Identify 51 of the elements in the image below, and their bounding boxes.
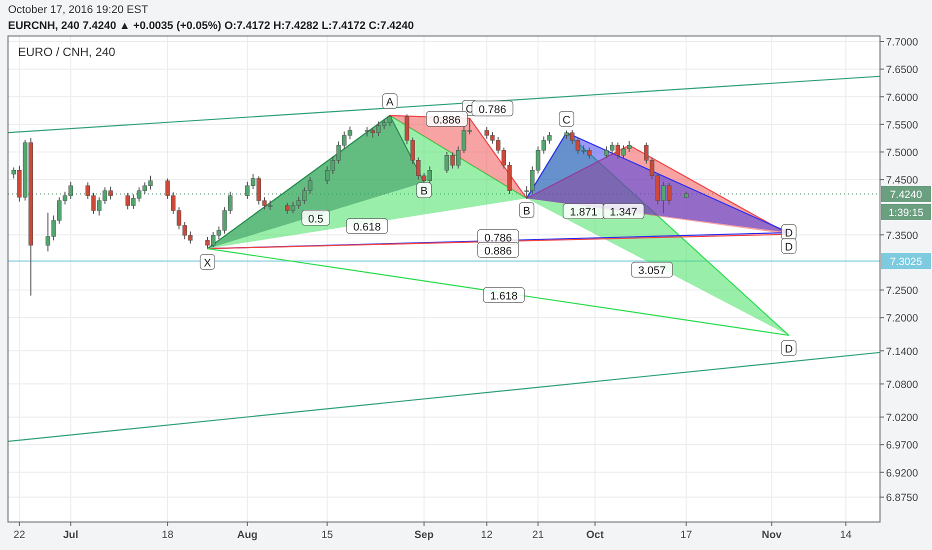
annotation: 0.886 — [433, 114, 461, 126]
annotation: C — [562, 114, 571, 126]
y-tick-label: 7.7000 — [886, 36, 918, 49]
annotation: 0.5 — [308, 213, 324, 226]
annotation: 0.786 — [478, 104, 506, 116]
x-tick-label: 12 — [480, 529, 493, 541]
x-tick-label: 17 — [680, 529, 692, 541]
annotation: D — [784, 228, 793, 240]
annotation: X — [204, 257, 212, 270]
chart-subtitle: EURCNH, 240 7.4240 ▲ +0.0035 (+0.05%) O:7.4172 H:7.4282 L:7.4172 C:7.4240 — [8, 20, 414, 32]
y-tick-label: 7.5500 — [886, 119, 918, 132]
ref-line-label: 7.4240 — [890, 188, 922, 201]
y-tick-label: 7.0200 — [886, 412, 918, 424]
annotation: 1.347 — [610, 206, 638, 219]
x-tick-label: Jul — [63, 529, 78, 541]
y-tick-label: 7.5000 — [886, 146, 918, 159]
x-tick-label: Aug — [237, 529, 258, 541]
annotation: B — [420, 186, 428, 198]
x-tick-label: 18 — [162, 529, 174, 541]
annotation: 0.786 — [484, 232, 512, 245]
y-tick-label: 7.6000 — [886, 92, 918, 104]
x-tick-label: Sep — [414, 529, 434, 541]
x-tick-label: Nov — [762, 529, 782, 541]
annotation: 1.618 — [490, 290, 518, 303]
y-tick-label: 6.9700 — [886, 440, 918, 452]
y-tick-label: 7.4500 — [886, 174, 918, 187]
y-tick-label: 7.0800 — [886, 378, 918, 391]
y-tick-label: 7.2500 — [886, 285, 918, 298]
x-tick-label: Oct — [586, 529, 604, 541]
annotation: 0.618 — [353, 222, 381, 234]
annotation: 1.871 — [570, 206, 598, 219]
y-tick-label: 7.6500 — [886, 64, 918, 76]
x-tick-label: 22 — [14, 529, 26, 541]
y-tick-label: 6.9200 — [886, 467, 918, 480]
text: 1:39:15 — [888, 206, 924, 219]
annotation: D — [784, 344, 793, 356]
x-tick-label: 21 — [532, 529, 544, 541]
annotation: 0.886 — [484, 245, 512, 258]
x-tick-label: 14 — [840, 529, 852, 541]
y-tick-label: 7.2000 — [886, 312, 918, 325]
text: EURO / CNH, 240 — [18, 45, 116, 59]
text: October 17, 2016 19:20 EST — [8, 4, 148, 16]
ref-line-label: 7.3025 — [890, 256, 922, 268]
annotation: D — [784, 241, 793, 254]
annotation: A — [386, 96, 394, 109]
x-tick-label: 15 — [321, 529, 334, 541]
annotation: B — [522, 206, 530, 218]
y-tick-label: 6.8750 — [886, 492, 918, 504]
y-tick-label: 7.1400 — [886, 346, 918, 358]
annotation: 3.057 — [638, 265, 666, 278]
y-tick-label: 7.3500 — [886, 230, 918, 242]
